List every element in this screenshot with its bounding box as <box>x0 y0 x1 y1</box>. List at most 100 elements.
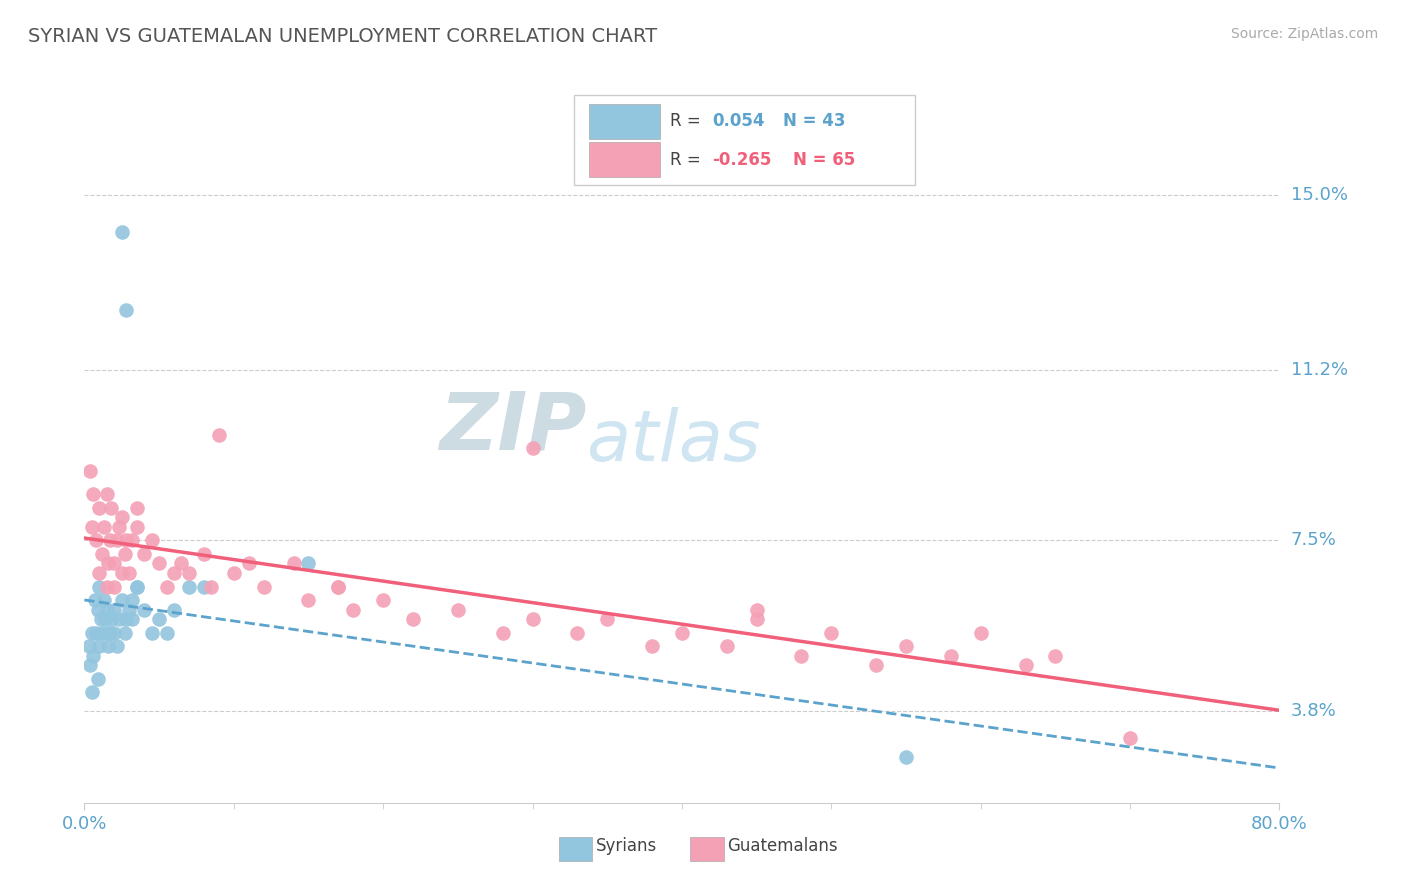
Point <box>253 580 276 594</box>
Text: R =: R = <box>671 151 706 169</box>
Text: 7.5%: 7.5% <box>1291 532 1337 549</box>
Point <box>894 640 917 654</box>
Point <box>596 612 619 626</box>
Point <box>193 580 215 594</box>
Point <box>193 547 215 561</box>
Point <box>93 519 115 533</box>
Point <box>121 612 143 626</box>
Point <box>105 533 128 548</box>
FancyBboxPatch shape <box>589 143 661 178</box>
Point <box>86 625 108 640</box>
Point <box>111 225 134 239</box>
Point <box>80 519 103 533</box>
Point <box>118 602 141 616</box>
Point <box>125 580 148 594</box>
Point <box>163 602 186 616</box>
Point <box>94 612 117 626</box>
Point <box>80 625 103 640</box>
FancyBboxPatch shape <box>558 837 592 862</box>
Point <box>373 593 395 607</box>
Point <box>96 487 118 501</box>
Point <box>115 533 138 548</box>
Text: -0.265: -0.265 <box>711 151 770 169</box>
Point <box>118 566 141 580</box>
Point <box>328 580 350 594</box>
Point <box>716 640 738 654</box>
Point <box>163 566 186 580</box>
Point <box>111 593 134 607</box>
Text: 0.054: 0.054 <box>711 112 765 130</box>
Point <box>86 533 108 548</box>
Point <box>402 612 425 626</box>
Point <box>96 580 118 594</box>
Point <box>177 566 200 580</box>
Point <box>1045 648 1067 663</box>
Point <box>328 580 350 594</box>
Point <box>107 612 129 626</box>
Point <box>894 749 917 764</box>
Point <box>745 602 768 616</box>
Point <box>125 501 148 516</box>
Point <box>148 557 170 571</box>
Text: Syrians: Syrians <box>596 838 657 855</box>
Text: ZIP: ZIP <box>439 388 586 467</box>
Text: Guatemalans: Guatemalans <box>727 838 838 855</box>
Point <box>87 672 110 686</box>
FancyBboxPatch shape <box>690 837 724 862</box>
FancyBboxPatch shape <box>589 104 661 139</box>
Point <box>492 625 515 640</box>
Point <box>865 657 887 672</box>
Point <box>141 625 163 640</box>
Point <box>222 566 245 580</box>
Point <box>103 580 125 594</box>
Point <box>93 593 115 607</box>
Point <box>79 465 101 479</box>
Point <box>103 557 125 571</box>
Point <box>115 612 138 626</box>
Point <box>170 557 193 571</box>
Point <box>114 547 136 561</box>
Point <box>745 612 768 626</box>
Point <box>96 602 118 616</box>
Point <box>82 487 104 501</box>
Point <box>121 533 143 548</box>
Point <box>100 612 122 626</box>
Point <box>132 547 156 561</box>
Point <box>820 625 842 640</box>
Text: SYRIAN VS GUATEMALAN UNEMPLOYMENT CORRELATION CHART: SYRIAN VS GUATEMALAN UNEMPLOYMENT CORREL… <box>28 27 657 45</box>
Point <box>238 557 260 571</box>
Point <box>105 640 128 654</box>
Point <box>80 685 103 699</box>
FancyBboxPatch shape <box>575 95 915 185</box>
Text: 15.0%: 15.0% <box>1291 186 1347 204</box>
Point <box>283 557 305 571</box>
Point <box>125 519 148 533</box>
Point <box>141 533 163 548</box>
Point <box>790 648 813 663</box>
Point <box>111 566 134 580</box>
Point <box>79 657 101 672</box>
Point <box>200 580 222 594</box>
Point <box>939 648 962 663</box>
Point <box>342 602 364 616</box>
Point <box>77 640 100 654</box>
Text: 3.8%: 3.8% <box>1291 702 1336 720</box>
Point <box>522 442 544 456</box>
Point <box>98 625 121 640</box>
Point <box>297 593 319 607</box>
Point <box>91 547 114 561</box>
Point <box>641 640 664 654</box>
Point <box>447 602 470 616</box>
Point <box>111 510 134 524</box>
Point <box>90 612 112 626</box>
Point <box>97 557 120 571</box>
Point <box>1119 731 1142 746</box>
Point <box>121 593 143 607</box>
Point <box>87 602 110 616</box>
Point <box>96 625 118 640</box>
Point <box>91 625 114 640</box>
Point <box>208 427 231 442</box>
Point <box>115 303 138 318</box>
Point <box>114 625 136 640</box>
Point <box>82 648 104 663</box>
